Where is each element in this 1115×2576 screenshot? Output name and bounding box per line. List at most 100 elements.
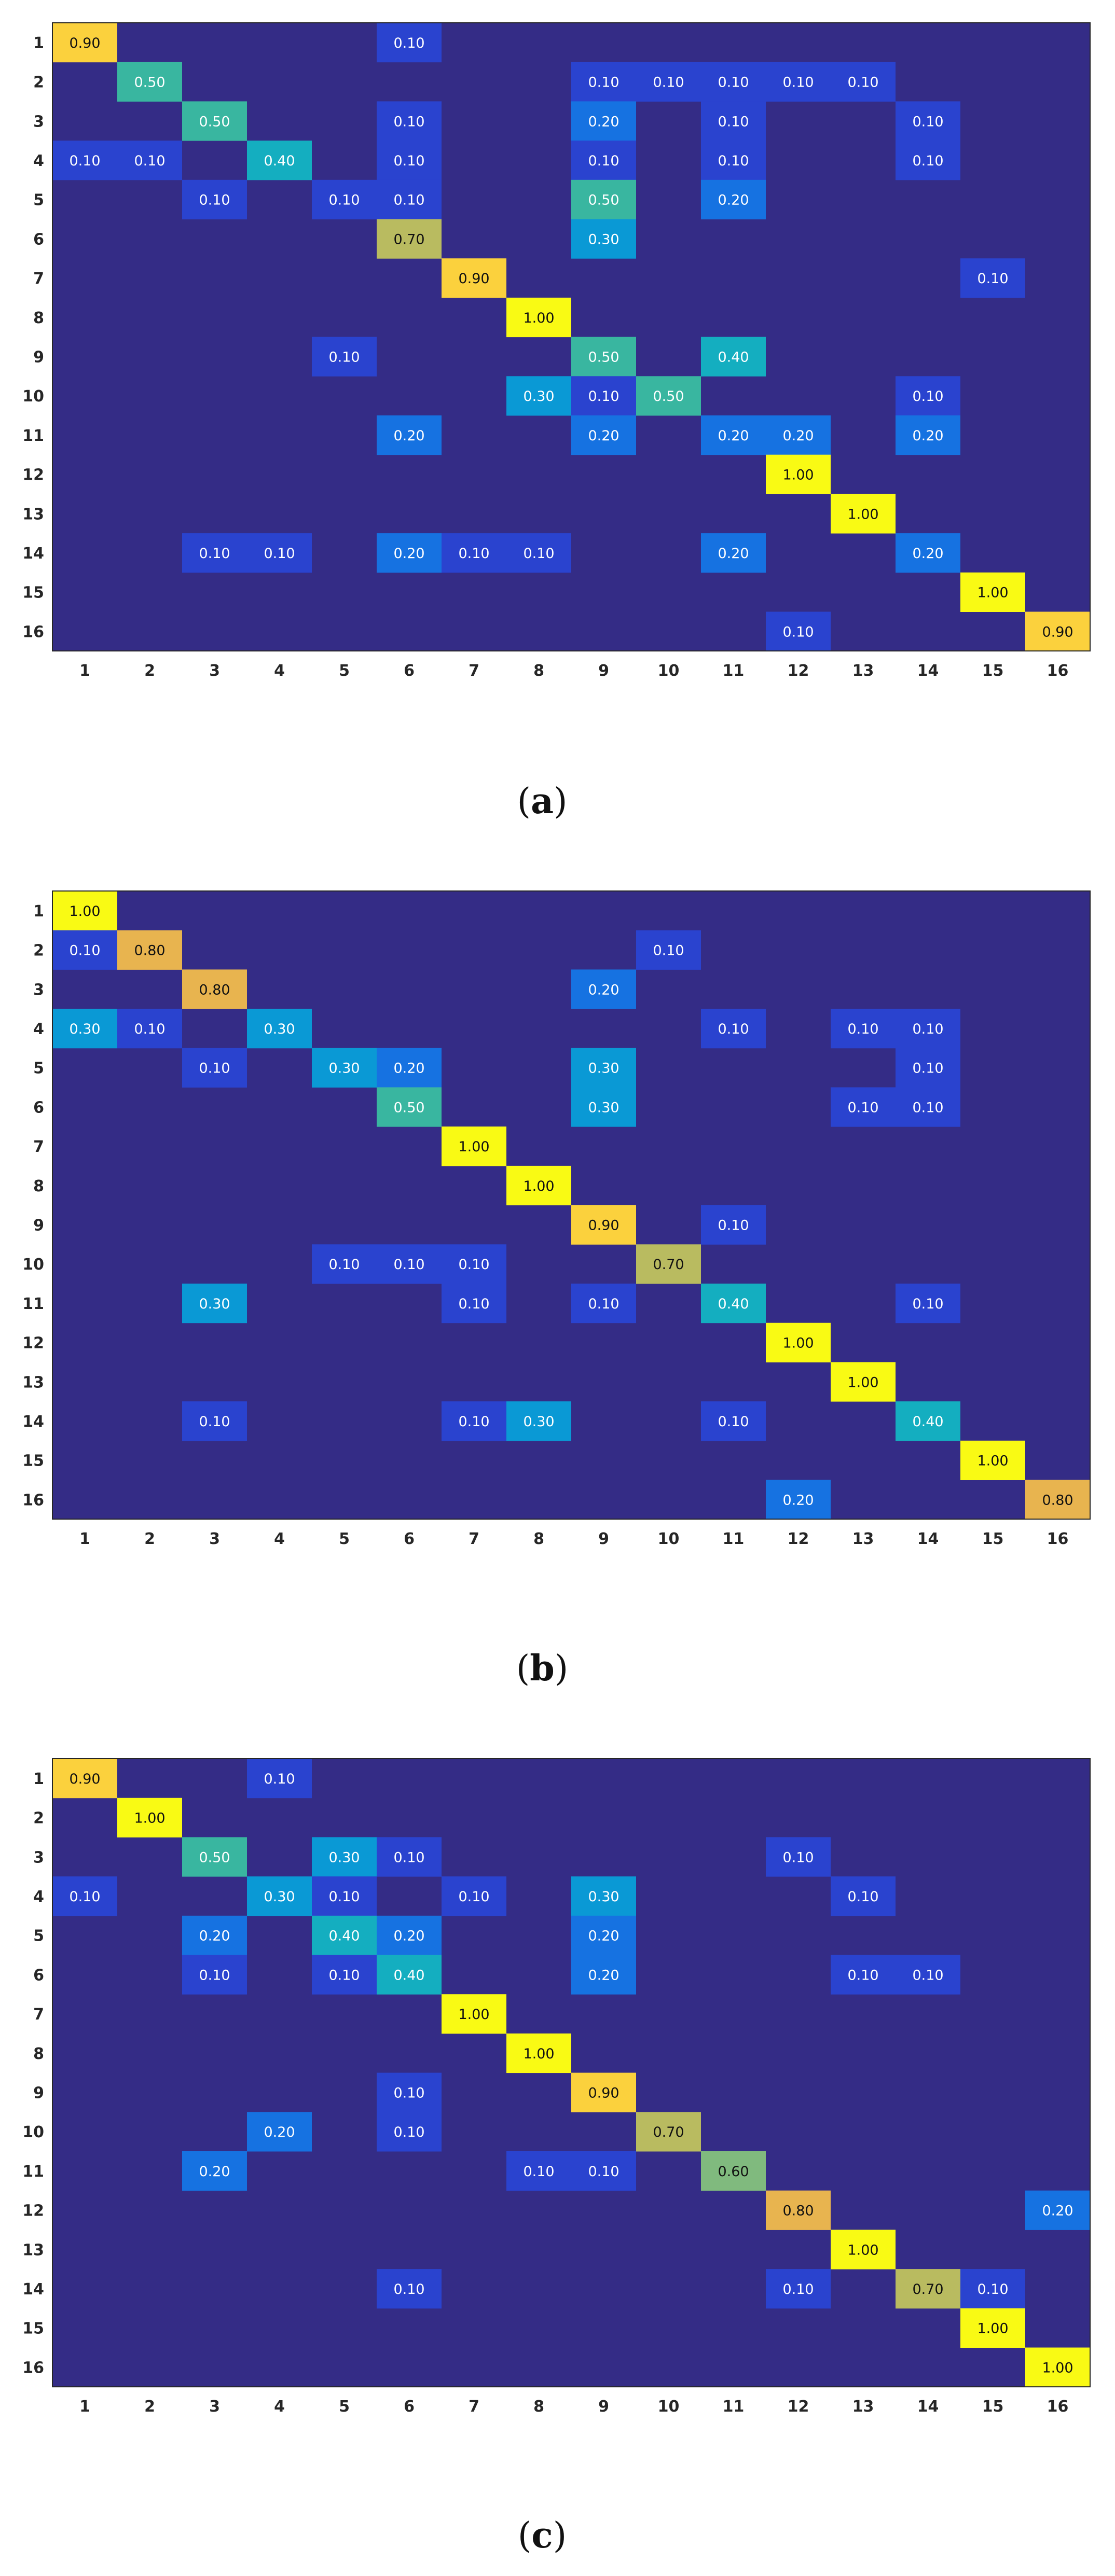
heatmap-cell xyxy=(377,179,442,219)
cell-value-label: 0.10 xyxy=(718,114,749,130)
x-tick-label: 15 xyxy=(982,2398,1004,2416)
y-tick-label: 4 xyxy=(33,152,44,170)
y-tick-label: 8 xyxy=(33,2045,44,2063)
heatmap-cell xyxy=(182,1284,247,1324)
cell-value-label: 0.90 xyxy=(1042,624,1073,640)
x-tick-label: 14 xyxy=(917,2398,939,2416)
y-tick-label: 6 xyxy=(33,1098,44,1117)
x-tick-label: 15 xyxy=(982,662,1004,680)
y-tick-label: 12 xyxy=(22,1334,44,1353)
x-tick-label: 1 xyxy=(79,662,90,680)
heatmap-frame xyxy=(52,22,1091,652)
heatmap-cell xyxy=(896,1009,960,1049)
y-tick-label: 1 xyxy=(33,34,44,52)
heatmap-cell xyxy=(896,1284,960,1324)
heatmap-cell xyxy=(896,1048,960,1088)
heatmap-cell xyxy=(312,1244,377,1284)
y-tick-label: 7 xyxy=(33,1138,44,1156)
cell-value-label: 0.10 xyxy=(393,114,424,130)
y-tick-label: 2 xyxy=(33,942,44,960)
cell-value-label: 0.10 xyxy=(912,1061,943,1077)
cell-value-label: 1.00 xyxy=(782,467,814,483)
y-tick-label: 14 xyxy=(22,545,44,563)
x-tick-label: 7 xyxy=(469,1530,479,1548)
caption-a: (a) xyxy=(517,781,567,822)
y-tick-label: 11 xyxy=(22,427,44,445)
heatmap-cell xyxy=(312,1048,377,1088)
heatmap-cell xyxy=(377,1048,442,1088)
x-tick-label: 13 xyxy=(852,2398,874,2416)
x-tick-label: 3 xyxy=(209,1530,220,1548)
heatmap-cell xyxy=(571,179,636,219)
heatmap-cell xyxy=(571,1048,636,1088)
x-tick-label: 7 xyxy=(469,662,479,680)
cell-value-label: 0.30 xyxy=(523,388,554,405)
cell-value-label: 1.00 xyxy=(977,2321,1008,2337)
cell-value-label: 1.00 xyxy=(847,2242,878,2258)
cell-value-label: 0.10 xyxy=(523,2164,554,2180)
x-tick-label: 9 xyxy=(598,2398,609,2416)
heatmap-cell xyxy=(701,1401,766,1441)
heatmap-cell xyxy=(182,1401,247,1441)
cell-value-label: 0.10 xyxy=(588,153,619,169)
cell-value-label: 0.10 xyxy=(393,35,424,51)
heatmap-cell xyxy=(182,2151,247,2191)
y-tick-label: 13 xyxy=(22,505,44,523)
heatmap-cell xyxy=(571,141,636,180)
heatmap-panel-c: 0.90 0.10 1.00 0.50 0.30 0.10 0.10 0.10 0.30 0.10… xyxy=(22,1758,1091,2416)
heatmap-cell xyxy=(831,1087,896,1127)
heatmap-cell xyxy=(571,415,636,455)
cell-value-label: 0.10 xyxy=(912,1099,943,1116)
heatmap-cell xyxy=(766,2190,831,2230)
heatmap-cell xyxy=(182,533,247,573)
cell-value-label: 0.10 xyxy=(782,1849,814,1865)
cell-value-label: 0.70 xyxy=(653,1257,684,1273)
heatmap-frame xyxy=(52,1758,1091,2388)
cell-value-label: 0.10 xyxy=(718,1217,749,1233)
heatmap-cell xyxy=(312,337,377,377)
heatmap-cell xyxy=(896,1087,960,1127)
heatmap-cell xyxy=(766,415,831,455)
cell-value-label: 0.10 xyxy=(264,546,295,562)
heatmap-cell xyxy=(247,141,312,180)
heatmap-cell xyxy=(571,219,636,259)
cell-value-label: 0.20 xyxy=(393,1061,424,1077)
x-tick-label: 6 xyxy=(404,1530,415,1548)
heatmap-cell xyxy=(117,930,182,970)
cell-value-label: 0.10 xyxy=(653,75,684,91)
heatmap-cell xyxy=(506,2151,571,2191)
y-tick-label: 6 xyxy=(33,1966,44,1984)
cell-value-label: 0.30 xyxy=(588,1061,619,1077)
y-tick-label: 12 xyxy=(22,2202,44,2220)
cell-value-label: 0.40 xyxy=(328,1928,360,1944)
x-tick-label: 9 xyxy=(598,1530,609,1548)
cell-value-label: 0.10 xyxy=(134,153,165,169)
cell-value-label: 1.00 xyxy=(847,506,878,522)
heatmap-cell xyxy=(701,533,766,573)
cell-value-label: 0.30 xyxy=(328,1849,360,1865)
cell-value-label: 0.10 xyxy=(393,2085,424,2101)
heatmap-cell xyxy=(571,101,636,141)
heatmap-cell xyxy=(1025,611,1090,651)
heatmap-cell xyxy=(701,415,766,455)
heatmap-cell xyxy=(182,1837,247,1877)
cell-value-label: 0.30 xyxy=(588,231,619,247)
y-tick-label: 7 xyxy=(33,2006,44,2024)
y-tick-label: 14 xyxy=(22,2280,44,2299)
x-tick-label: 12 xyxy=(788,1530,809,1548)
x-tick-label: 6 xyxy=(404,2398,415,2416)
heatmap-cell xyxy=(960,258,1025,298)
heatmap-cell xyxy=(52,891,117,931)
heatmap-cell xyxy=(701,1009,766,1049)
cell-value-label: 0.60 xyxy=(718,2164,749,2180)
cell-value-label: 0.10 xyxy=(782,2281,814,2297)
cell-value-label: 1.00 xyxy=(458,1139,489,1155)
cell-value-label: 0.20 xyxy=(718,192,749,208)
cell-value-label: 0.10 xyxy=(847,1889,878,1905)
x-tick-label: 13 xyxy=(852,1530,874,1548)
cell-value-label: 0.20 xyxy=(393,428,424,444)
heatmap-cell xyxy=(52,1876,117,1916)
y-tick-label: 3 xyxy=(33,1848,44,1867)
cell-value-label: 0.90 xyxy=(458,271,489,287)
x-tick-label: 3 xyxy=(209,2398,220,2416)
